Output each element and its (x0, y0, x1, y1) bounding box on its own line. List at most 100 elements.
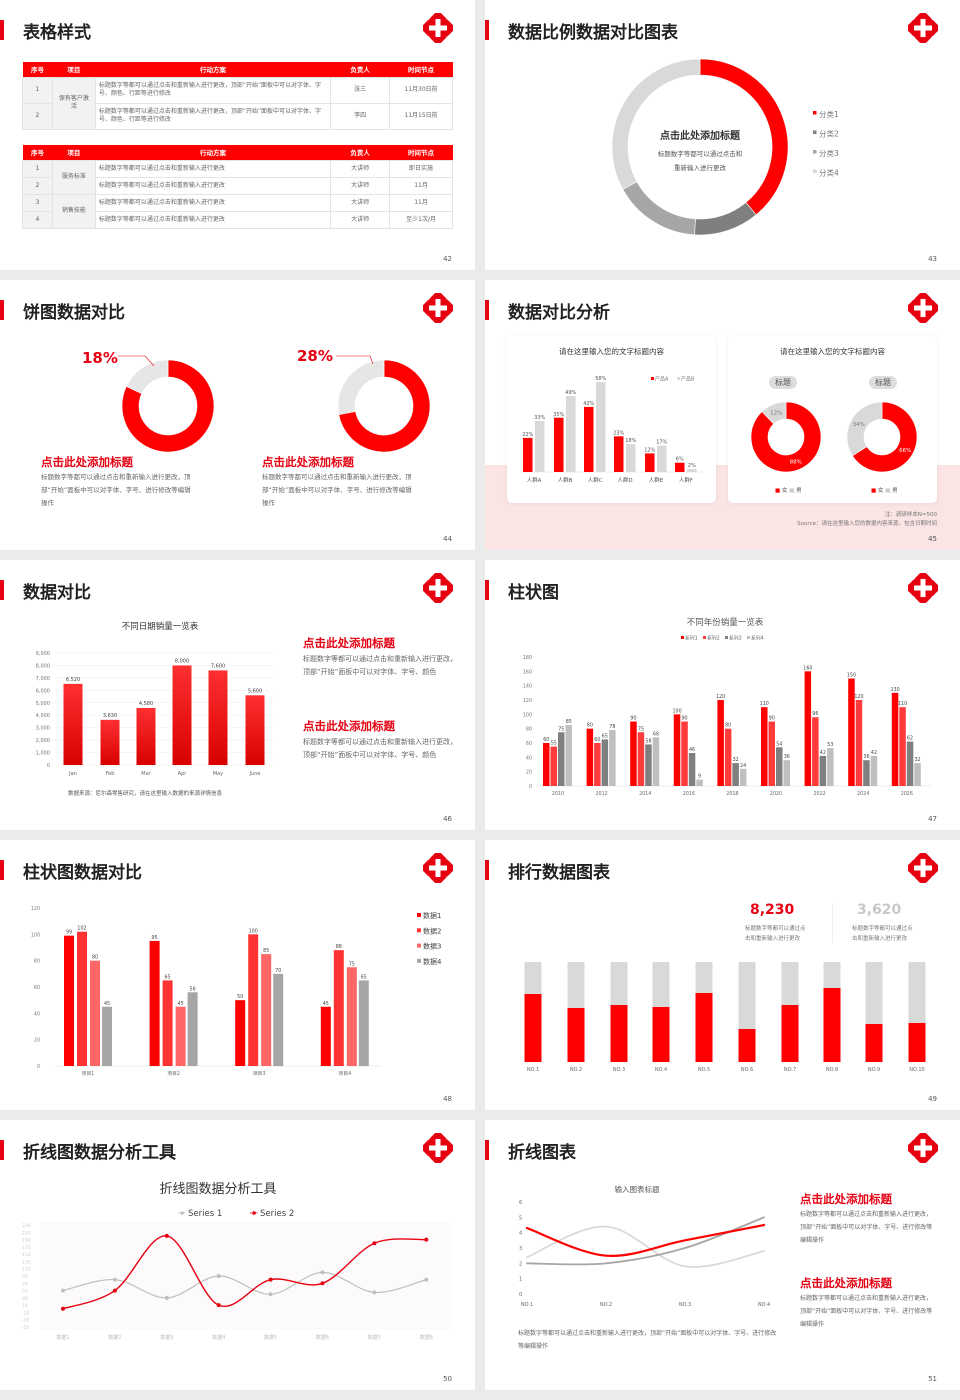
bar-产品B (626, 444, 636, 472)
column-header: 行动方案 (95, 145, 331, 160)
legend-label: 数据4 (423, 957, 442, 966)
legend-swatch (703, 636, 706, 639)
x-tick-label: 人群C (588, 476, 603, 484)
action-plan-table-1: 序号 项目 行动方案 负责人 时间节点 1 保有客户激活 标题数字等都可以通过点击和重新输入进… (22, 62, 453, 130)
bar-label: 46 (689, 747, 695, 753)
legend-swatch (813, 150, 817, 154)
data-point (164, 1233, 169, 1238)
bar-label: 100 (249, 928, 258, 934)
y-tick-label: 80 (34, 959, 40, 965)
donut-slice (121, 359, 215, 453)
y-tick-label: 5 (519, 1215, 522, 1221)
x-tick-label: NO.9 (868, 1067, 880, 1073)
y-tick-label: 120 (523, 698, 532, 704)
y-tick-label: 4,000 (36, 713, 50, 719)
x-tick-label: NO.5 (698, 1067, 710, 1073)
kpi-text: 击和重新输入进行更改 (745, 936, 801, 942)
center-text: 标题数字等都可以通过点击和 (657, 150, 743, 158)
table-cell: 1 (22, 159, 53, 178)
y-tick-label: 160 (523, 669, 532, 675)
bar-fill (781, 1005, 799, 1062)
bar-label: 50 (237, 994, 243, 1000)
percent-label: 18% (82, 349, 118, 367)
kpi-text: 击和重新输入进行更改 (852, 936, 908, 942)
bar-label: 9 (698, 774, 701, 780)
x-tick-label: 项目3 (253, 1071, 266, 1077)
table-row: 3 销售技能 标题数字等都可以通过点击和重新输入进行更改 大讲师 11月 (22, 193, 453, 229)
x-tick-label: 人群D (617, 476, 632, 484)
bar-label: 53 (827, 742, 833, 748)
bar-系列2 (550, 746, 557, 786)
bar-label: 110 (760, 701, 769, 707)
grouped-bar-chart: 0204060801001201401601806055758520108060… (523, 635, 931, 797)
bar-数据1 (320, 1006, 331, 1066)
page-number: 46 (443, 815, 452, 823)
bar-label: 5,600 (248, 688, 262, 694)
bar-label: 55 (551, 741, 557, 747)
bar-label: 85 (566, 719, 572, 725)
bar-label: 49% (565, 390, 576, 396)
bar-label: 96 (812, 711, 818, 717)
x-tick-label: 数据5 (264, 1334, 277, 1341)
y-tick-label: -10 (22, 1310, 29, 1316)
red-cross-logo-icon (423, 1133, 453, 1163)
bar-label: 45 (178, 1001, 184, 1007)
bar (100, 719, 120, 765)
y-tick-label: 9,000 (36, 651, 50, 657)
legend-label: 产品B (681, 376, 695, 383)
red-cross-logo-icon (908, 1133, 938, 1163)
bar-系列3 (601, 739, 609, 786)
bar-系列2 (594, 743, 601, 786)
bar-label: 36 (863, 754, 869, 760)
bar-系列4 (609, 730, 616, 786)
table-row: 1 保有客户激活 标题数字等都可以通过点击和重新输入进行更改，顶部“开始”面板中可以… (22, 76, 453, 130)
block-text: 标题数字等都可以通过点击和重新输入进行更改，顶部“开始”面板中可以对字体、字号、… (303, 738, 457, 759)
bar (136, 708, 156, 765)
table-cell: 大讲师 (330, 193, 391, 212)
donut-label-pill: 标题 (769, 376, 797, 389)
bar-fill (567, 1008, 585, 1062)
legend-swatch (813, 111, 817, 115)
legend-label: Series 2 (260, 1209, 294, 1219)
red-cross-logo-icon (908, 573, 938, 603)
y-tick-label: 210 (22, 1230, 31, 1236)
bar-数据4 (102, 1006, 112, 1066)
bar-产品B (596, 382, 606, 472)
bar-产品A (584, 406, 594, 472)
table-cell: 大讲师 (330, 159, 391, 178)
page-number: 43 (928, 255, 937, 263)
bar-label: 65 (602, 733, 608, 739)
y-tick-label: 3 (519, 1246, 522, 1252)
column-header: 时间节点 (389, 62, 453, 77)
x-tick-label: 数据2 (108, 1334, 121, 1341)
bar-label: 58% (595, 376, 606, 382)
red-cross-logo-icon (423, 853, 453, 883)
bar-系列4 (827, 748, 834, 786)
bar-fill (908, 1023, 926, 1062)
bar-产品A (645, 453, 655, 472)
legend-label: 产品A (655, 376, 669, 383)
legend-label: 系列1 (685, 635, 698, 642)
bar-label: 130 (890, 687, 899, 693)
x-tick-label: Apr (178, 771, 188, 777)
bar-系列3 (863, 760, 870, 786)
slide-title: 折线图数据分析工具 (23, 1143, 176, 1163)
charts: 22%33%人群A35%49%人群B42%58%人群C23%18%人群D12%1… (521, 376, 918, 484)
y-tick-label: 7,000 (36, 676, 50, 682)
data-point (320, 1281, 325, 1286)
x-tick-label: 数据4 (212, 1334, 225, 1341)
slide-title: 数据对比 (23, 583, 91, 603)
title-accent-bar (485, 1140, 489, 1160)
y-tick-label: 20 (34, 1038, 40, 1044)
slice-男 (761, 401, 787, 425)
x-tick-label: 2022 (813, 791, 825, 797)
source-note: Source：请在这里输入您的数据内容来源，包含日期时间 (797, 521, 937, 527)
y-tick-label: 0 (37, 1064, 40, 1070)
slide-title: 柱状图 (508, 583, 559, 603)
bar-label: 65 (165, 974, 171, 980)
bar-系列1 (673, 714, 681, 786)
bar-fill (524, 994, 542, 1062)
bar-label: 60 (543, 737, 549, 743)
bar (172, 665, 192, 765)
legend-right: ■ 女 ■ 男 (871, 488, 898, 494)
